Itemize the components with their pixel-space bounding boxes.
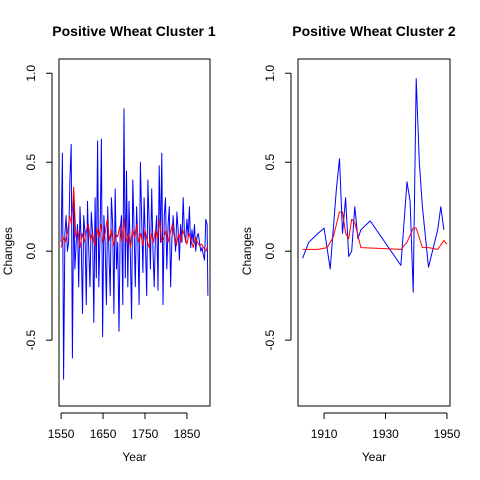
panel-2-title: Positive Wheat Cluster 2 — [292, 23, 456, 39]
panel-1-y-tick-label: -0.5 — [24, 329, 38, 350]
panel-1-plot-frame — [58, 58, 211, 407]
panel-1-y-tick-label: 0.0 — [24, 243, 38, 260]
panel-1-x-tick-label: 1850 — [174, 427, 201, 441]
panel-1-y-tick-label: 1.0 — [24, 65, 38, 82]
panel-1-series-2-line — [60, 186, 209, 252]
panel-2-series-1-line — [302, 78, 445, 293]
panel-2-x-axis-label: Year — [362, 450, 386, 464]
panel-1-title: Positive Wheat Cluster 1 — [52, 23, 216, 39]
panel-1-y-tick-label: 0.5 — [24, 154, 38, 171]
panel-2-x-tick-label: 1950 — [434, 427, 461, 441]
panel-2-y-axis-label: Changes — [240, 227, 254, 275]
panel-2-y-tick-label: 1.0 — [263, 65, 277, 82]
panel-1-x-tick-label: 1750 — [132, 427, 159, 441]
panel-2-y-tick-label: 0.5 — [263, 154, 277, 171]
panel-2-series-2-line — [302, 211, 448, 250]
panel-2-y-tick-label: 0.0 — [263, 243, 277, 260]
panel-2-x-tick-label: 1910 — [311, 427, 338, 441]
panel-1-y-axis-label: Changes — [1, 227, 15, 275]
panel-1-x-axis-label: Year — [122, 450, 146, 464]
panel-1-x-tick-label: 1550 — [48, 427, 75, 441]
panel-1-x-tick-label: 1650 — [90, 427, 117, 441]
panel-2-y-tick-label: -0.5 — [263, 329, 277, 350]
panel-1-series-1-line — [60, 108, 209, 380]
panel-2-plot-frame — [297, 58, 451, 407]
panel-2-x-tick-label: 1930 — [372, 427, 399, 441]
